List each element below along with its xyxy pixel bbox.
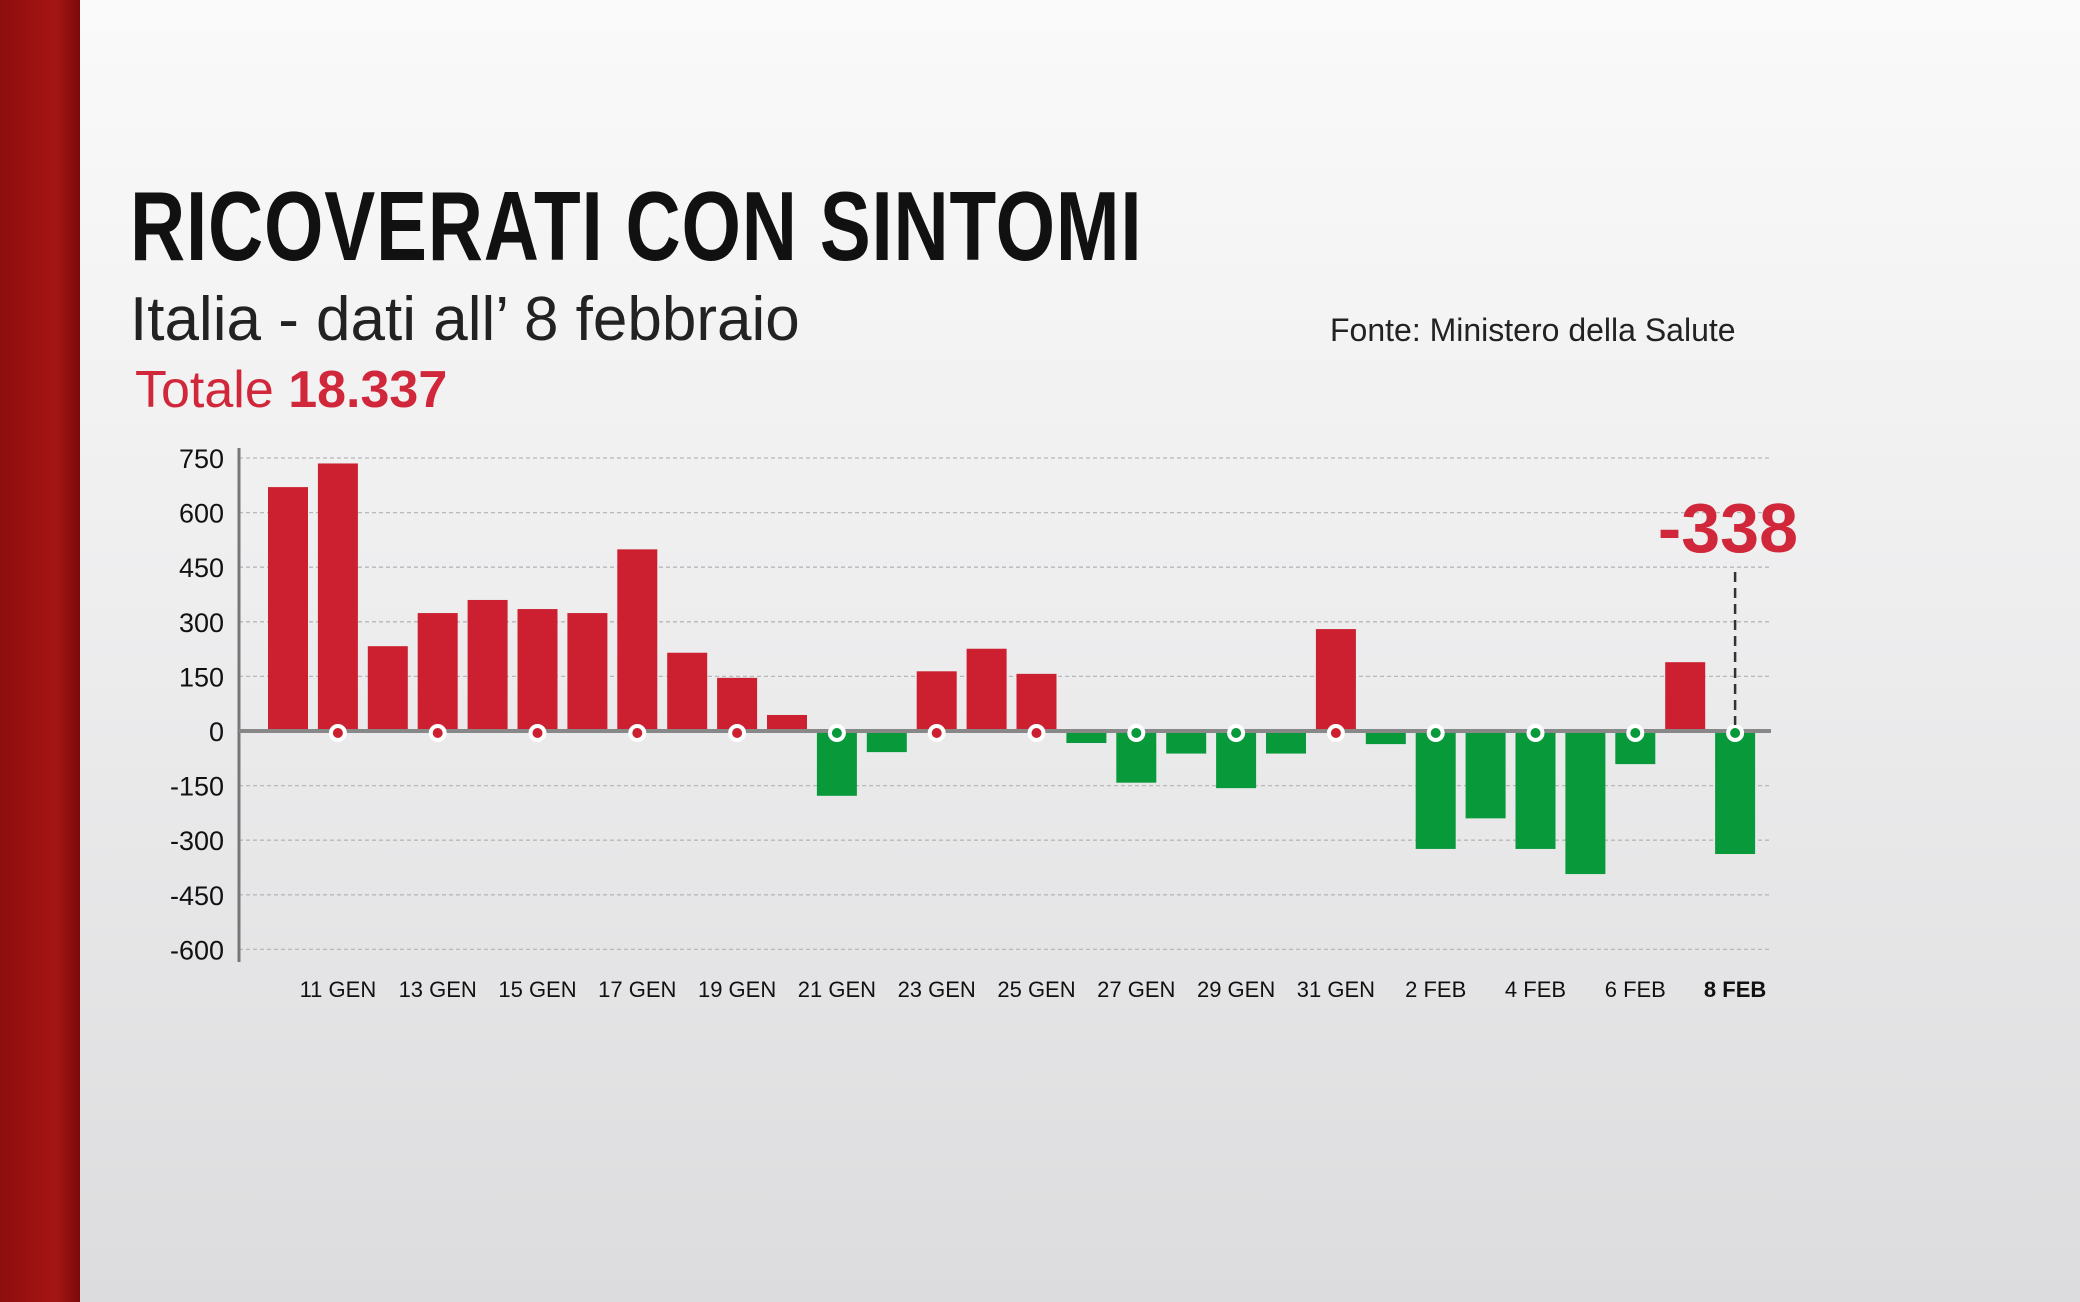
y-tick-label: -450 [170,881,224,911]
y-tick-label: 150 [179,662,224,692]
marker-dot [1726,724,1745,742]
x-tick-label: 6 FEB [1605,977,1666,1002]
bar [1415,731,1456,849]
marker-dot [728,724,747,742]
x-tick-label: 4 FEB [1505,977,1566,1002]
marker-dot [827,724,846,742]
bar [1016,673,1057,731]
marker-dot [1326,724,1345,742]
bar [1565,731,1606,875]
marker-dot [1027,724,1046,742]
bar [617,549,658,731]
x-tick-label: 31 GEN [1297,977,1375,1002]
marker-dot [1626,724,1645,742]
bar [1365,731,1406,745]
chart-title: RICOVERATI CON SINTOMI [130,171,1143,281]
bar [1665,662,1706,731]
x-tick-label: 23 GEN [898,977,976,1002]
bar [866,731,907,753]
bar [667,652,708,731]
bar [1465,731,1506,819]
y-tick-label: -600 [170,935,224,965]
annotation-label: -338 [1658,489,1798,567]
bar [966,648,1007,731]
bar [417,613,458,731]
marker-dot [328,724,347,742]
y-tick-label: -150 [170,772,224,802]
marker-dot [1426,724,1445,742]
bar [1166,731,1207,754]
bar [517,609,558,731]
marker-dot [628,724,647,742]
side-strip [0,0,80,1302]
x-tick-label: 2 FEB [1405,977,1466,1002]
bar [1715,731,1756,855]
bar [567,613,608,731]
x-tick-label: 8 FEB [1704,977,1766,1002]
bar [1066,731,1107,744]
marker-dot [1127,724,1146,742]
bar [1266,731,1306,754]
source: Fonte: Ministero della Salute [1330,312,1736,348]
marker-dot [1526,724,1545,742]
marker-dot [428,724,447,742]
x-tick-label: 11 GEN [300,977,377,1002]
total: Totale 18.337 [135,360,447,420]
bar [467,599,508,731]
bar [767,714,807,731]
x-tick-label: 29 GEN [1197,977,1275,1002]
bar [367,646,408,731]
marker-dot [528,724,547,742]
y-tick-label: -300 [170,826,224,856]
bar [916,671,957,731]
bar [268,487,308,731]
x-tick-label: 27 GEN [1097,977,1175,1002]
x-tick-label: 13 GEN [399,977,477,1002]
x-tick-label: 19 GEN [698,977,776,1002]
y-tick-label: 0 [209,717,224,747]
marker-dot [1227,724,1246,742]
y-tick-label: 300 [179,608,224,638]
x-tick-label: 21 GEN [798,977,876,1002]
x-tick-label: 15 GEN [498,977,576,1002]
total-value: 18.337 [288,361,448,419]
marker-dot [927,724,946,742]
total-label: Totale [135,361,274,419]
y-tick-label: 750 [179,444,224,474]
x-tick-label: 17 GEN [598,977,676,1002]
bar [717,677,758,731]
bar [1315,629,1356,731]
y-tick-label: 600 [179,499,224,529]
y-tick-label: 450 [179,553,224,583]
chart-subtitle: Italia - dati all’ 8 febbraio [130,285,800,354]
bar [1515,731,1556,849]
bar [317,463,358,731]
x-tick-label: 25 GEN [997,977,1075,1002]
